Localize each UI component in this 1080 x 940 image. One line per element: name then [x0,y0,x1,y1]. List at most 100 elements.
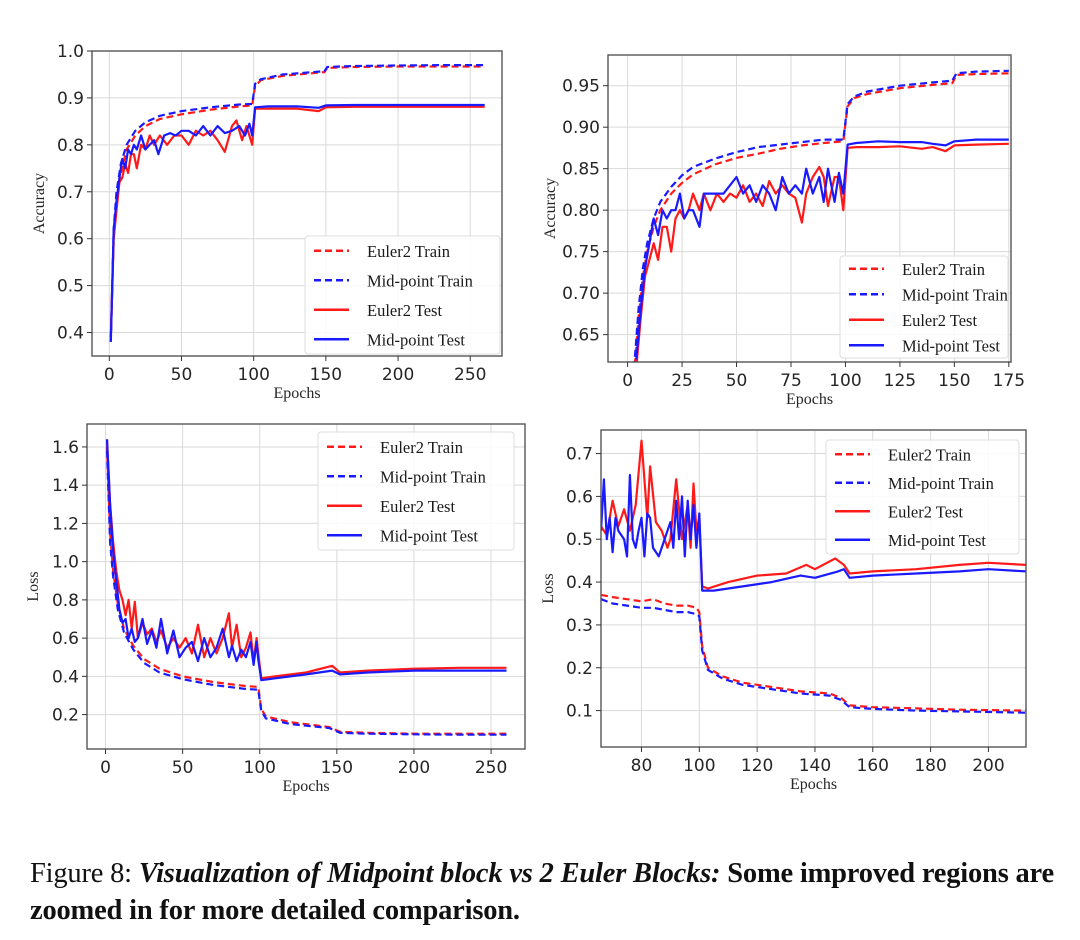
y-tick-label: 1.4 [52,476,79,496]
y-tick-label: 0.2 [52,706,79,726]
x-tick-label: 100 [237,365,269,385]
y-tick-label: 0.6 [566,487,593,507]
x-tick-label: 100 [829,371,861,391]
legend-label: Euler2 Test [902,311,977,330]
x-tick-label: 100 [683,756,715,776]
legend-label: Euler2 Test [367,301,442,320]
legend: Euler2 Train Mid-point Train Euler2 Test Mi… [825,439,1020,555]
y-axis-label: Accuracy [31,173,48,234]
grid [608,55,1011,362]
y-tick-label: 0.1 [566,702,593,722]
y-tick-label: 0.80 [562,201,600,221]
x-tick-label: 0 [622,371,633,391]
x-tick-label: 0 [104,365,115,385]
x-tick-label: 200 [382,365,414,385]
x-tick-label: 160 [857,756,889,776]
series-line-mid-point-train [109,63,485,342]
x-tick-label: 150 [938,371,970,391]
y-tick-label: 0.75 [562,243,600,263]
series-line-euler2-test [105,439,507,680]
x-tick-label: 75 [780,371,802,391]
series-line-mid-point-test [105,439,507,682]
y-tick-label: 0.8 [52,591,79,611]
x-tick-label: 80 [631,756,653,776]
y-tick-label: 0.70 [562,284,600,304]
x-tick-label: 0 [100,758,111,778]
axes-frame [86,423,526,750]
y-tick-label: 0.7 [57,183,84,203]
caption-text: Some improved regions are zoomed in for … [30,858,1054,926]
x-tick-label: 100 [244,758,276,778]
x-tick-label: 200 [972,756,1004,776]
x-tick-label: 250 [454,365,486,385]
legend-box [304,235,501,355]
series-line-mid-point-test [109,103,485,342]
y-tick-label: 0.95 [562,77,600,97]
series-line-euler2-train [634,72,1009,362]
axes-frame [607,54,1012,363]
y-tick-label: 0.6 [52,629,79,649]
x-tick-label: 50 [726,371,748,391]
legend-label: Euler2 Train [380,438,463,457]
axes-frame [600,429,1027,748]
panel-accuracy-full: 0 50 100 150 200 250 0.4 0.5 0.6 0.7 0.8 0.9 1.0 Epoc… [31,42,503,402]
y-tick-label: 0.6 [57,230,84,250]
x-axis-label: Epochs [790,776,837,793]
x-tick-label: 180 [914,756,946,776]
grid [87,424,525,749]
legend-label: Mid-point Test [888,531,986,550]
legend: Euler2 Train Mid-point Train Euler2 Test Mi… [317,431,515,551]
x-tick-label: 250 [475,758,507,778]
x-tick-label: 125 [884,371,916,391]
y-tick-label: 0.5 [57,277,84,297]
legend-label: Mid-point Train [888,474,994,493]
legend-label: Mid-point Train [902,285,1008,304]
y-axis-label: Loss [540,573,557,603]
legend-label: Euler2 Test [888,502,963,521]
y-tick-label: 0.90 [562,118,600,138]
legend-box [839,255,1009,359]
x-tick-label: 150 [310,365,342,385]
series-group [633,69,1009,362]
legend: Euler2 Train Mid-point Train Euler2 Test Mi… [839,255,1009,359]
y-tick-label: 0.8 [57,136,84,156]
x-tick-label: 150 [321,758,353,778]
legend-label: Mid-point Train [367,271,473,290]
legend-label: Mid-point Test [380,526,478,545]
y-tick-label: 0.9 [57,89,84,109]
axes-frame [91,50,503,357]
legend-label: Mid-point Train [380,467,486,486]
x-tick-label: 140 [799,756,831,776]
legend-label: Mid-point Test [367,330,465,349]
legend-box [317,431,515,551]
series-line-mid-point-train [105,450,507,736]
y-tick-label: 0.7 [566,445,593,465]
y-axis-label: Loss [25,571,42,601]
legend-box [825,439,1020,555]
legend: Euler2 Train Mid-point Train Euler2 Test Mi… [304,235,501,355]
panel-loss-full: 0 50 100 150 200 250 0.2 0.4 0.6 0.8 1.0 1.2 1.4 1.6 E… [25,423,526,795]
panel-loss-zoom: 80 100 120 140 160 180 200 0.1 0.2 0.3 0.4 0.5 0.6 0.… [540,429,1027,793]
series-line-euler2-train [601,593,1026,712]
y-axis-label: Accuracy [542,178,559,239]
series-line-mid-point-test [635,138,1009,360]
series-group [105,439,507,736]
series-group [109,63,485,342]
x-tick-label: 175 [993,371,1025,391]
y-tick-label: 0.3 [566,616,593,636]
x-tick-label: 120 [741,756,773,776]
y-tick-label: 1.0 [52,553,79,573]
y-tick-label: 0.4 [57,324,84,344]
y-tick-label: 0.4 [566,573,593,593]
caption-label: Figure 8: [30,858,132,889]
x-axis-label: Epochs [786,391,833,408]
x-tick-label: 50 [171,365,193,385]
legend-label: Euler2 Test [380,497,455,516]
caption-title: Visualization of Midpoint block vs 2 Eul… [138,858,721,889]
x-axis-label: Epochs [282,778,329,795]
y-tick-label: 0.4 [52,667,79,687]
y-tick-label: 0.2 [566,659,593,679]
figure-caption: Figure 8: Visualization of Midpoint bloc… [30,855,1060,929]
x-axis-label: Epochs [273,385,320,402]
y-tick-label: 0.5 [566,530,593,550]
